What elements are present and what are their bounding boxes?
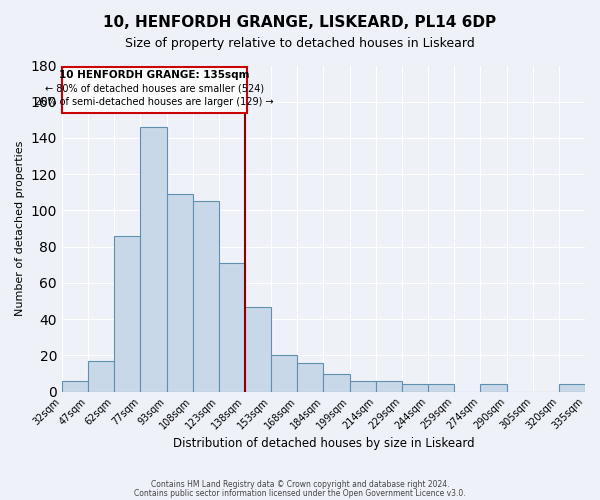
Bar	[245, 306, 271, 392]
Text: 10 HENFORDH GRANGE: 135sqm: 10 HENFORDH GRANGE: 135sqm	[59, 70, 250, 80]
Bar	[114, 236, 140, 392]
Bar	[62, 381, 88, 392]
Bar	[193, 202, 219, 392]
Bar	[481, 384, 506, 392]
Text: ← 80% of detached houses are smaller (524): ← 80% of detached houses are smaller (52…	[45, 84, 264, 94]
Bar	[219, 263, 245, 392]
Bar	[62, 68, 247, 112]
Bar	[323, 374, 350, 392]
Bar	[376, 381, 402, 392]
Text: 10, HENFORDH GRANGE, LISKEARD, PL14 6DP: 10, HENFORDH GRANGE, LISKEARD, PL14 6DP	[103, 15, 497, 30]
Y-axis label: Number of detached properties: Number of detached properties	[15, 141, 25, 316]
Text: Contains public sector information licensed under the Open Government Licence v3: Contains public sector information licen…	[134, 488, 466, 498]
X-axis label: Distribution of detached houses by size in Liskeard: Distribution of detached houses by size …	[173, 437, 474, 450]
Text: Size of property relative to detached houses in Liskeard: Size of property relative to detached ho…	[125, 38, 475, 51]
Text: 20% of semi-detached houses are larger (129) →: 20% of semi-detached houses are larger (…	[35, 97, 274, 107]
Bar	[428, 384, 454, 392]
Bar	[88, 361, 114, 392]
Bar	[298, 362, 323, 392]
Bar	[167, 194, 193, 392]
Bar	[402, 384, 428, 392]
Text: Contains HM Land Registry data © Crown copyright and database right 2024.: Contains HM Land Registry data © Crown c…	[151, 480, 449, 489]
Bar	[559, 384, 585, 392]
Bar	[140, 127, 167, 392]
Bar	[271, 356, 298, 392]
Bar	[350, 381, 376, 392]
